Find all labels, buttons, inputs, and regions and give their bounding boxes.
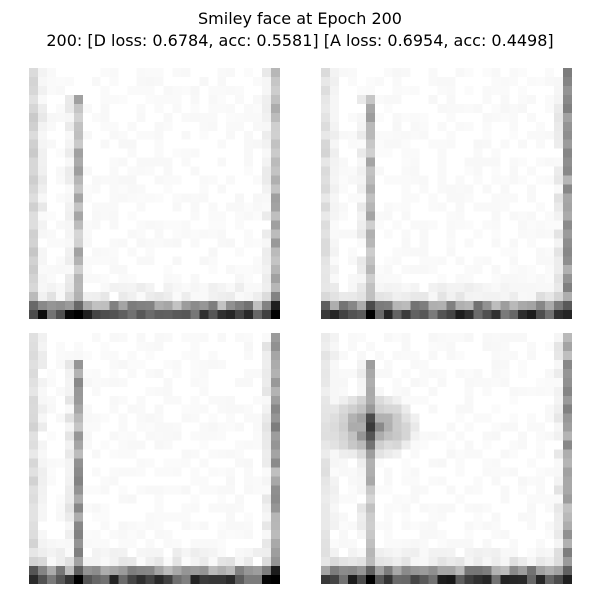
- generated-sample-bottom-left: [29, 333, 280, 584]
- figure-title: Smiley face at Epoch 200: [198, 9, 402, 28]
- sample-image: [29, 333, 280, 584]
- sample-image: [29, 68, 280, 319]
- generated-sample-top-right: [321, 68, 572, 319]
- sample-image: [321, 333, 572, 584]
- sample-image: [321, 68, 572, 319]
- generated-sample-bottom-right: [321, 333, 572, 584]
- generated-sample-top-left: [29, 68, 280, 319]
- training-metrics: 200: [D loss: 0.6784, acc: 0.5581] [A lo…: [46, 31, 554, 50]
